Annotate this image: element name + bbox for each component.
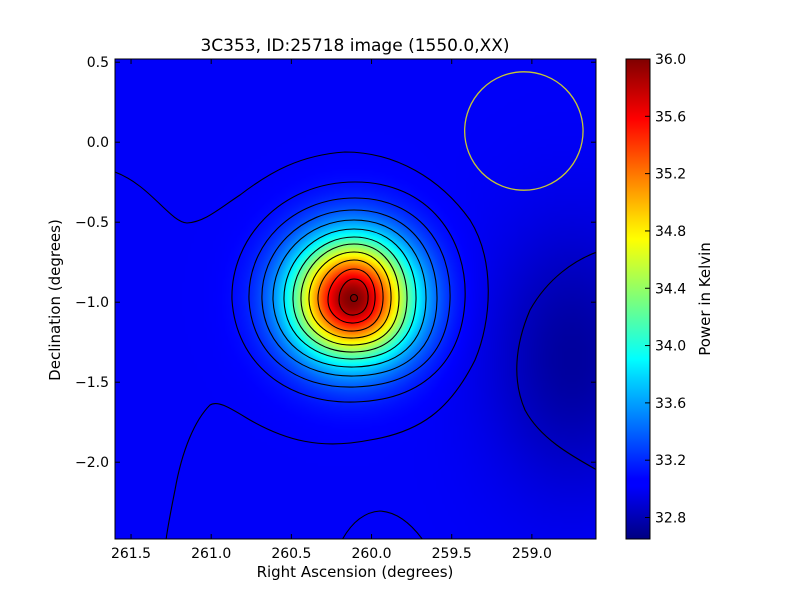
contour-level-8 (308, 251, 392, 339)
x-axis-label: Right Ascension (degrees) (257, 563, 454, 581)
contour-bottom-lobe (341, 510, 423, 539)
x-tick-label: 259.5 (432, 546, 472, 562)
y-axis-label: Declination (degrees) (46, 219, 64, 381)
contour-right-low (516, 251, 596, 471)
y-tick-label: 0.0 (87, 135, 109, 151)
contour-level-5 (283, 228, 417, 360)
contour-outer-left (115, 151, 489, 539)
contour-peak (349, 293, 359, 303)
y-tick-label: −2.0 (75, 455, 109, 471)
y-tick-label: −0.5 (75, 215, 109, 231)
x-tick-label: 261.0 (191, 546, 231, 562)
colorbar-tick-label: 33.2 (655, 453, 686, 469)
heatmap-area (115, 59, 596, 539)
x-tick-label: 260.0 (351, 546, 391, 562)
x-tick-label: 259.0 (512, 546, 552, 562)
colorbar-tick-label: 35.6 (655, 109, 686, 125)
x-tick-label: 261.5 (111, 546, 151, 562)
heatmap-image (115, 59, 596, 539)
y-tick-label: −1.5 (75, 375, 109, 391)
colorbar-tick-label: 34.0 (655, 339, 686, 355)
contour-level-7 (300, 243, 400, 346)
contour-level-6 (292, 236, 408, 353)
colorbar-tick-label: 34.8 (655, 224, 686, 240)
contour-lines (115, 151, 596, 539)
x-axis: 261.5 261.0 260.5 260.0 259.5 259.0 (111, 59, 552, 562)
x-tick-label: 260.5 (271, 546, 311, 562)
colorbar (625, 58, 651, 540)
chart-title: 3C353, ID:25718 image (1550.0,XX) (200, 36, 509, 56)
colorbar-tick-label: 36.0 (655, 52, 686, 68)
y-axis: 0.5 0.0 −0.5 −1.0 −1.5 −2.0 (75, 55, 596, 471)
contour-level-4 (272, 219, 427, 368)
y-tick-label: −1.0 (75, 295, 109, 311)
contour-level-9 (317, 259, 384, 332)
colorbar-label: Power in Kelvin (696, 242, 714, 356)
colorbar-tick-label: 32.8 (655, 511, 686, 527)
contour-level-1 (231, 181, 466, 403)
contour-level-11 (338, 278, 369, 316)
plot-frame (114, 58, 597, 540)
contour-level-10 (327, 268, 376, 324)
colorbar-tick-label: 35.2 (655, 167, 686, 183)
contour-level-3 (261, 209, 438, 377)
contour-level-2 (248, 197, 451, 388)
y-tick-label: 0.5 (87, 55, 109, 71)
colorbar-tick-label: 33.6 (655, 396, 686, 412)
colorbar-axis: 36.0 35.6 35.2 34.8 34.4 34.0 33.6 33.2 32.8 (645, 52, 686, 527)
colorbar-tick-label: 34.4 (655, 281, 686, 297)
beam-circle (463, 71, 584, 191)
